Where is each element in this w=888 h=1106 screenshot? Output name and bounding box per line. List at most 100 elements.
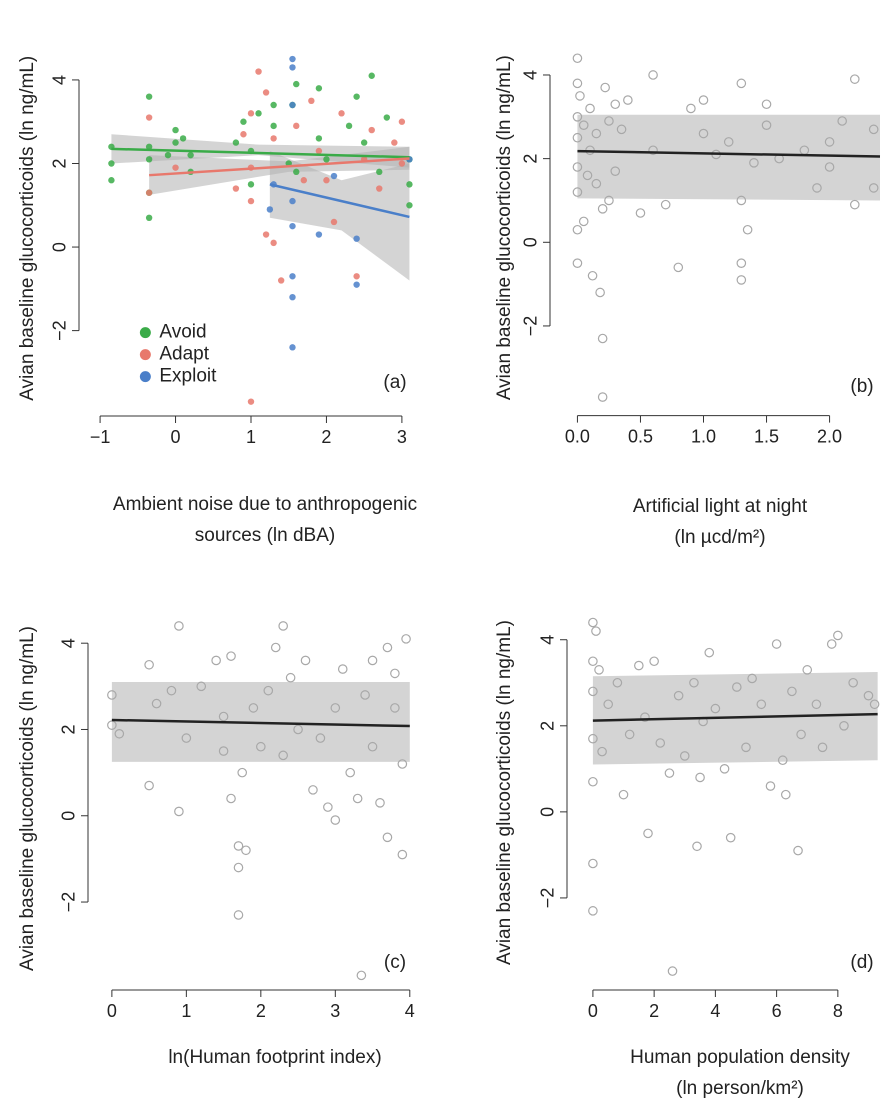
- x-tick-label: −1: [90, 427, 111, 447]
- data-point: [278, 621, 288, 631]
- x-axis-label: Ambient noise due to anthropogenic: [113, 494, 417, 515]
- data-point: [390, 668, 400, 679]
- data-point: [382, 642, 393, 653]
- data-point: [849, 199, 860, 210]
- data-point: [367, 655, 378, 666]
- data-point: [868, 124, 879, 135]
- data-point: [761, 99, 772, 110]
- x-tick-label: 1.0: [691, 426, 716, 446]
- data-point: [401, 634, 411, 644]
- x-tick-label: 6: [772, 1001, 782, 1021]
- data-point: [376, 168, 383, 176]
- data-point: [145, 189, 153, 196]
- data-point: [655, 738, 666, 748]
- data-point: [689, 677, 699, 688]
- data-point: [588, 656, 598, 667]
- data-point: [673, 690, 684, 701]
- data-point: [667, 966, 678, 976]
- data-point: [796, 729, 806, 740]
- data-point: [237, 767, 248, 778]
- fit-line: [577, 149, 881, 158]
- data-point: [591, 178, 602, 189]
- data-point: [330, 815, 341, 825]
- data-point: [375, 798, 385, 808]
- data-point: [289, 273, 296, 280]
- data-point: [353, 281, 360, 288]
- data-point: [710, 703, 721, 714]
- y-axis-label: Avian baseline glucocorticoids (ln ng/mL…: [494, 55, 515, 400]
- legend-marker: [139, 327, 151, 339]
- data-point: [635, 208, 646, 218]
- data-point: [323, 177, 330, 184]
- data-point: [367, 741, 378, 752]
- data-point: [802, 665, 813, 675]
- data-point: [233, 862, 244, 873]
- x-tick-label: 2: [256, 1001, 266, 1021]
- legend-label: Adapt: [159, 344, 209, 365]
- data-point: [673, 262, 684, 273]
- data-point: [777, 755, 788, 766]
- data-point: [262, 231, 270, 238]
- data-point: [172, 139, 179, 146]
- data-point: [572, 78, 583, 89]
- x-tick-label: 3: [397, 427, 407, 447]
- x-axis-label: ln(Human footprint index): [168, 1047, 381, 1068]
- data-point: [108, 177, 115, 184]
- data-point: [300, 177, 308, 184]
- data-point: [612, 677, 623, 688]
- data-point: [640, 712, 650, 722]
- data-point: [736, 275, 747, 285]
- confidence-band: [577, 114, 880, 201]
- data-point: [679, 751, 690, 761]
- data-point: [172, 164, 179, 171]
- data-point: [293, 168, 300, 176]
- data-point: [270, 135, 277, 142]
- data-point: [174, 806, 184, 817]
- data-point: [604, 195, 614, 206]
- data-point: [172, 126, 179, 134]
- data-point: [572, 132, 583, 143]
- data-point: [108, 160, 115, 167]
- x-axis-label: sources (ln dBA): [195, 525, 335, 546]
- data-point: [187, 151, 194, 159]
- data-point: [270, 101, 277, 109]
- data-point: [575, 91, 585, 101]
- data-point: [833, 630, 843, 641]
- data-point: [315, 231, 323, 238]
- data-point: [643, 828, 653, 839]
- data-point: [315, 85, 323, 92]
- x-tick-label: 0.0: [565, 426, 590, 446]
- data-point: [353, 93, 360, 100]
- y-tick-label: −2: [50, 320, 70, 341]
- data-point: [345, 122, 353, 130]
- data-point: [356, 970, 367, 981]
- data-point: [597, 746, 607, 757]
- y-tick-label: 2: [59, 724, 79, 734]
- x-tick-label: 2: [649, 1001, 659, 1021]
- data-point: [698, 128, 709, 139]
- data-point: [289, 293, 296, 301]
- data-point: [263, 685, 274, 696]
- data-point: [812, 183, 822, 193]
- data-point: [572, 162, 583, 172]
- fit-line: [111, 147, 410, 159]
- x-tick-label: 0: [588, 1001, 598, 1021]
- data-point: [232, 185, 240, 192]
- data-point: [293, 122, 300, 130]
- data-point: [360, 139, 368, 146]
- panel-label: (a): [383, 372, 406, 393]
- data-point: [826, 639, 837, 649]
- data-point: [300, 655, 311, 666]
- panel: −2 0 2 4 −1 0 1 2 3 Avian baseline glucocorticoid…: [17, 56, 417, 546]
- data-point: [293, 80, 300, 88]
- data-point: [226, 793, 236, 804]
- data-point: [594, 665, 604, 675]
- data-point: [240, 131, 247, 138]
- data-point: [600, 82, 610, 93]
- data-point: [145, 214, 153, 222]
- data-point: [144, 659, 154, 670]
- data-point: [623, 95, 633, 105]
- data-point: [824, 137, 835, 147]
- fit-line: [592, 712, 878, 722]
- legend-label: Exploit: [159, 366, 217, 387]
